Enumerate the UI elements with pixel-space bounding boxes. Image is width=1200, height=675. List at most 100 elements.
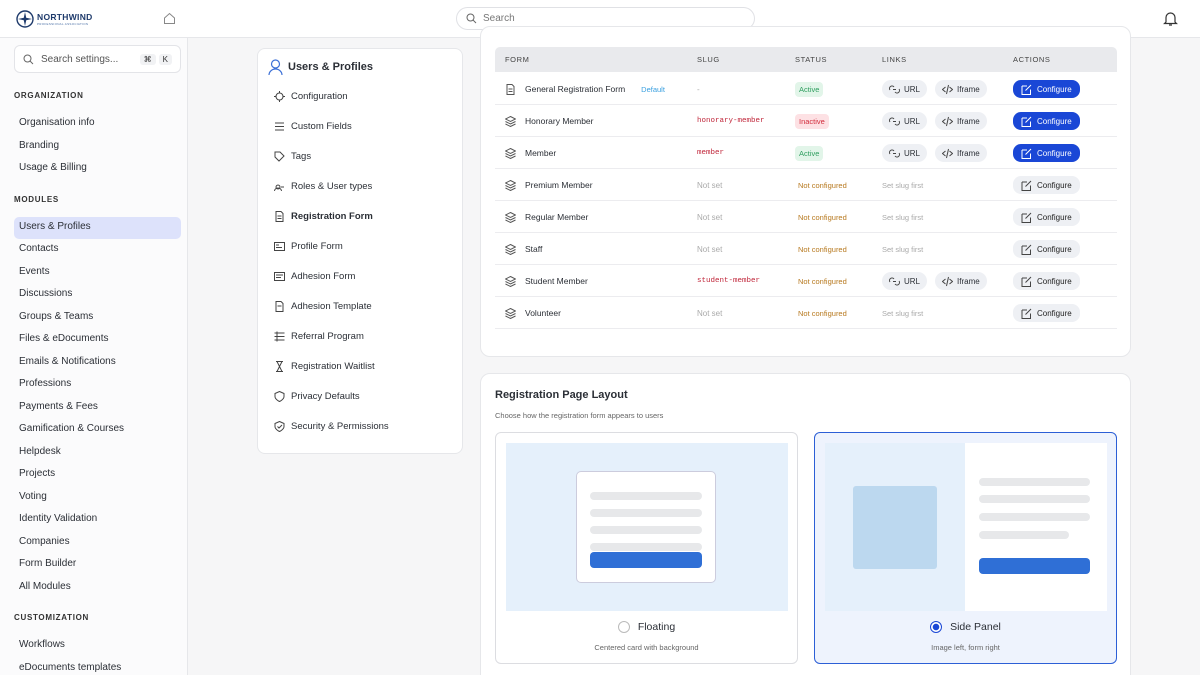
layout-preview (825, 443, 1107, 611)
subnav-item[interactable]: Adhesion Form (274, 271, 355, 282)
sidebar-item[interactable]: Voting (19, 490, 47, 502)
sidebar-item[interactable]: Professions (19, 378, 72, 389)
subnav-item[interactable]: Profile Form (274, 241, 343, 252)
bell-icon[interactable] (1162, 10, 1179, 27)
sidebar-item[interactable]: Discussions (19, 288, 73, 299)
configure-label: Configure (1037, 148, 1072, 158)
row-divider (495, 296, 1117, 297)
sidebar-item[interactable]: Payments & Fees (19, 400, 98, 412)
subnav-item[interactable]: Configuration (274, 91, 348, 102)
form-name: General Registration Form (525, 84, 626, 94)
configure-button[interactable]: Configure (1013, 304, 1080, 322)
icon (274, 361, 285, 372)
link-button[interactable]: Iframe (935, 112, 987, 130)
row-divider (495, 328, 1117, 329)
status-cell: Active (795, 143, 824, 163)
link-button[interactable]: URL (882, 272, 928, 290)
icon (889, 148, 900, 159)
sidebar-item[interactable]: Emails & Notifications (19, 355, 116, 367)
link-label: URL (904, 116, 921, 126)
sidebar-item[interactable]: Groups & Teams (19, 310, 94, 322)
home-icon[interactable] (163, 12, 176, 25)
link-button[interactable]: URL (882, 80, 928, 98)
sidebar-item[interactable]: All Modules (19, 580, 71, 592)
link-label: Iframe (957, 276, 980, 286)
column-header: LINKS (882, 55, 907, 64)
sidebar-item[interactable]: Usage & Billing (19, 162, 87, 173)
icon-glyph (889, 149, 900, 157)
link-button[interactable]: Iframe (935, 272, 987, 290)
link-button[interactable]: URL (882, 144, 928, 162)
preview-panel (965, 443, 1107, 611)
actions-cell: Configure (1013, 271, 1080, 291)
links-cell: Set slug first (882, 303, 923, 323)
row-divider (495, 136, 1117, 137)
link-button[interactable]: Iframe (935, 144, 987, 162)
radio[interactable] (930, 621, 943, 633)
subnav-item[interactable]: Registration Waitlist (274, 361, 375, 372)
slug-cell: honorary-member (697, 117, 765, 125)
icon-glyph (1021, 276, 1032, 287)
icon (942, 148, 954, 159)
form-cell: Regular Member (505, 207, 588, 227)
radio[interactable] (617, 621, 630, 633)
status-cell: Not configured (795, 207, 850, 227)
link-button[interactable]: Iframe (935, 80, 987, 98)
layout-option[interactable]: Floating Centered card with background (495, 432, 798, 664)
sidebar: Search settings... ⌘ K ORGANIZATION Organ… (0, 38, 188, 675)
configure-button[interactable]: Configure (1013, 112, 1080, 130)
sidebar-item[interactable]: Helpdesk (19, 445, 61, 457)
icon-glyph (505, 147, 516, 159)
links-cell: Set slug first (882, 175, 923, 195)
sidebar-item[interactable]: Users & Profiles (14, 216, 181, 239)
status-cell: Not configured (795, 271, 850, 291)
icon (274, 151, 285, 162)
sidebar-item[interactable]: Gamification & Courses (19, 423, 125, 434)
sidebar-item[interactable]: Organisation info (19, 117, 95, 128)
configure-button[interactable]: Configure (1013, 240, 1080, 258)
layout-option[interactable]: Side Panel Image left, form right (814, 432, 1117, 664)
sidebar-item[interactable]: Contacts (19, 243, 59, 254)
icon-glyph (1021, 148, 1032, 159)
sidebar-item[interactable]: Branding (19, 139, 60, 151)
sidebar-item[interactable]: Form Builder (19, 558, 77, 569)
subnav-item[interactable]: Referral Program (274, 331, 364, 342)
icon-glyph (889, 85, 900, 93)
subnav-label: Custom Fields (291, 121, 352, 132)
icon (889, 276, 900, 287)
icon-glyph (942, 148, 954, 158)
sidebar-sections: ORGANIZATION Organisation info Branding Usa… (14, 89, 181, 675)
icon-glyph (276, 361, 283, 372)
configure-button[interactable]: Configure (1013, 176, 1080, 194)
sidebar-item[interactable]: eDocuments templates (19, 661, 122, 673)
subnav-item[interactable]: Adhesion Template (274, 301, 372, 312)
subnav-item[interactable]: Privacy Defaults (274, 391, 360, 402)
sidebar-item[interactable]: Companies (19, 535, 70, 547)
subnav-item[interactable]: Custom Fields (274, 121, 352, 132)
icon-glyph (1021, 180, 1032, 191)
configure-button[interactable]: Configure (1013, 272, 1080, 290)
configure-label: Configure (1037, 180, 1072, 190)
row-divider (495, 104, 1117, 105)
form-cell: Volunteer (505, 303, 561, 323)
subnav-item[interactable]: Registration Form (274, 211, 373, 222)
link-button[interactable]: URL (882, 112, 928, 130)
sidebar-item[interactable]: Workflows (19, 639, 65, 650)
subnav-item[interactable]: Security & Permissions (274, 421, 389, 432)
settings-search[interactable]: Search settings... ⌘ K (14, 45, 181, 73)
links-cell: URL Iframe (882, 79, 987, 99)
configure-button[interactable]: Configure (1013, 144, 1080, 162)
slug-cell: Not set (697, 212, 723, 222)
subnav-item[interactable]: Roles & User types (274, 181, 372, 192)
sidebar-item[interactable]: Projects (19, 468, 56, 479)
sidebar-item[interactable]: Identity Validation (19, 513, 98, 524)
configure-button[interactable]: Configure (1013, 208, 1080, 226)
section-title: CUSTOMIZATION (14, 613, 90, 622)
sidebar-item[interactable]: Events (19, 265, 50, 277)
subnav-item[interactable]: Tags (274, 151, 311, 162)
status-badge: Not configured (798, 244, 847, 254)
column-header: FORM (505, 55, 530, 64)
configure-button[interactable]: Configure (1013, 80, 1080, 98)
sidebar-item[interactable]: Files & eDocuments (19, 333, 109, 344)
sidebar-section: MODULES Users & Profiles Contacts Events Dis… (14, 193, 181, 600)
